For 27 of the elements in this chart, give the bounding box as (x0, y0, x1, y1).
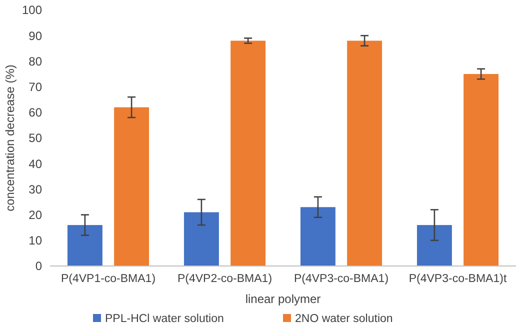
y-tick-label: 70 (28, 80, 42, 94)
bar (230, 40, 266, 266)
y-tick-label: 90 (28, 28, 42, 43)
x-tick-label: P(4VP2-co-BMA1) (177, 273, 272, 285)
x-axis-title: linear polymer (245, 292, 321, 306)
bar (464, 74, 499, 266)
y-tick-label: 10 (28, 234, 42, 248)
x-tick-label: P(4VP3-co-BMA1) (294, 273, 389, 285)
y-axis-title: concentration decrease (%) (3, 64, 17, 212)
bar (114, 107, 150, 266)
y-tick-label: 0 (35, 259, 42, 274)
y-tick-label: 100 (22, 3, 42, 18)
y-tick-label: 80 (28, 54, 42, 68)
y-tick-label: 40 (28, 156, 42, 171)
x-tick-label: P(4VP3-co-BMA1)t (408, 273, 508, 285)
bar (67, 225, 102, 266)
legend-label: 2NO water solution (295, 313, 393, 325)
bar (347, 40, 382, 266)
bar (416, 225, 452, 266)
y-tick-label: 60 (28, 106, 42, 120)
y-tick-label: 30 (28, 182, 42, 196)
bar (300, 207, 336, 266)
y-tick-label: 50 (28, 131, 42, 146)
y-tick-label: 20 (28, 208, 42, 222)
legend-label: PPL-HCl water solution (105, 313, 224, 325)
x-tick-label: P(4VP1-co-BMA1) (60, 273, 156, 285)
bar (184, 212, 219, 266)
